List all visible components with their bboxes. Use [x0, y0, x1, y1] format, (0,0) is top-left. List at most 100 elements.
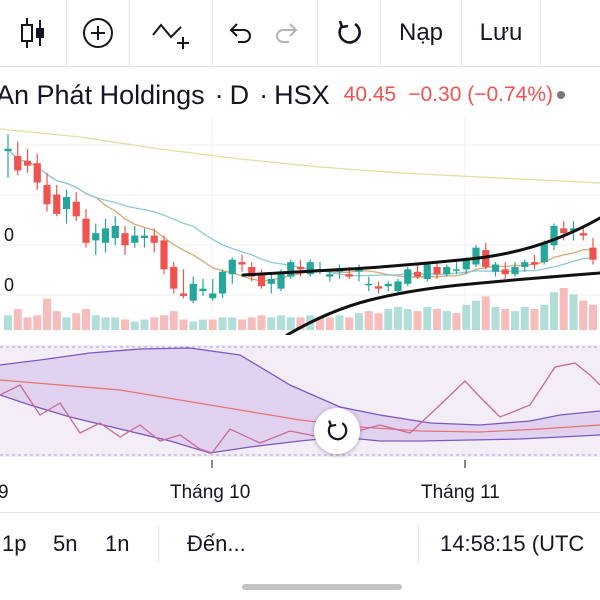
candle-body — [540, 242, 548, 263]
candles-icon[interactable] — [0, 0, 66, 66]
candle-body — [326, 274, 334, 277]
volume-bar — [150, 317, 159, 330]
volume-bar — [82, 309, 90, 330]
candle-body — [189, 283, 197, 301]
candle-body — [404, 269, 412, 284]
load-layout-button[interactable]: Nạp — [381, 0, 461, 66]
candle-body — [140, 235, 149, 238]
volume-bar — [442, 311, 451, 330]
symbol-legend[interactable]: An Phát Holdings · D · HSX 40.45 −0.30 (… — [0, 70, 600, 120]
candle-body — [384, 283, 392, 287]
redo-icon[interactable] — [264, 0, 310, 66]
volume-bar — [33, 315, 42, 330]
volume-bar — [384, 309, 393, 330]
symbol-name: An Phát Holdings — [0, 79, 205, 110]
volume-bar — [91, 315, 100, 330]
volume-bar — [403, 309, 412, 330]
volume-bar — [228, 317, 237, 330]
volume-bar — [13, 309, 22, 330]
add-indicator-icon[interactable] — [67, 0, 129, 66]
volume-bar — [394, 306, 402, 330]
volume-bar — [520, 306, 529, 330]
volume-bar — [355, 313, 363, 330]
load-label: Nạp — [398, 19, 444, 46]
home-indicator — [242, 584, 402, 590]
candle-body — [23, 160, 32, 166]
candle-body — [131, 235, 139, 243]
volume-bar — [160, 315, 168, 330]
volume-bar — [511, 311, 519, 330]
candle-body — [170, 266, 178, 289]
candle-body — [257, 274, 266, 287]
volume-bar — [247, 317, 256, 330]
volume-bars — [4, 288, 597, 330]
symbol-exchange: HSX — [274, 79, 330, 110]
volume-bar — [335, 315, 344, 330]
range-1n-button[interactable]: 1n — [105, 531, 130, 556]
undo-icon[interactable] — [218, 0, 262, 66]
volume-bar — [111, 317, 120, 330]
volume-bar — [257, 315, 266, 330]
reset-chart-button[interactable] — [314, 408, 360, 454]
indicator-pane[interactable] — [0, 345, 600, 457]
time-label: Tháng 11 — [421, 482, 500, 503]
volume-bar — [140, 319, 149, 330]
reload-icon[interactable] — [318, 0, 380, 66]
volume-bar — [481, 296, 490, 330]
candle-body — [277, 274, 285, 289]
clock-timezone[interactable]: 14:58:15 (UTC — [440, 531, 585, 556]
volume-bar — [364, 311, 373, 330]
candle-body — [569, 228, 578, 231]
ma-line-long — [0, 128, 600, 184]
candle-body — [589, 247, 597, 260]
volume-bar — [179, 319, 188, 330]
volume-bar — [433, 309, 441, 330]
candle-body — [433, 266, 441, 275]
reset-icon — [327, 420, 348, 441]
volume-bar — [491, 306, 500, 330]
volume-bar — [43, 298, 51, 330]
volume-bar — [267, 317, 276, 330]
volume-bar — [208, 319, 217, 330]
time-label: 9 — [0, 482, 9, 503]
volume-bar — [325, 317, 334, 330]
candle-body — [452, 269, 461, 271]
goto-date-button[interactable]: Đến... — [187, 531, 246, 556]
candle-body — [511, 266, 519, 275]
indicator-band-upper — [0, 347, 600, 426]
candle-body — [150, 235, 158, 243]
range-5n-button[interactable]: 5n — [53, 531, 78, 556]
candle-body — [179, 293, 188, 296]
indicator-band-lower — [0, 394, 600, 454]
candle-body — [560, 228, 568, 234]
candle-body — [501, 269, 509, 275]
symbol-interval: D — [229, 79, 250, 110]
candle-body — [199, 288, 207, 292]
price-chart[interactable]: 0 0 — [0, 115, 600, 335]
trendline-tool-icon[interactable] — [130, 0, 212, 66]
candle-body — [394, 281, 402, 292]
time-axis[interactable]: 9 Tháng 10 Tháng 11 — [0, 460, 600, 510]
candle-body — [365, 283, 373, 286]
volume-bar — [296, 317, 305, 330]
volume-bar — [72, 313, 81, 330]
candle-body — [248, 266, 256, 277]
price-axis-label: 0 — [4, 225, 14, 245]
volume-bar — [4, 315, 12, 330]
volume-bar — [23, 317, 32, 330]
volume-bar — [423, 306, 432, 330]
candle-body — [550, 225, 558, 246]
volume-bar — [130, 321, 139, 330]
volume-bar — [413, 311, 422, 330]
volume-bar — [501, 309, 510, 330]
candle-body — [355, 269, 363, 272]
candle-body — [111, 225, 119, 238]
candle-body — [62, 197, 71, 210]
candle-body — [530, 262, 539, 265]
save-layout-button[interactable]: Lưu — [462, 0, 540, 66]
range-1p-button[interactable]: 1p — [2, 531, 27, 556]
candle-body — [423, 264, 431, 279]
indicator-band — [0, 348, 600, 453]
candle-body — [287, 262, 295, 277]
volume-bar — [101, 317, 110, 330]
